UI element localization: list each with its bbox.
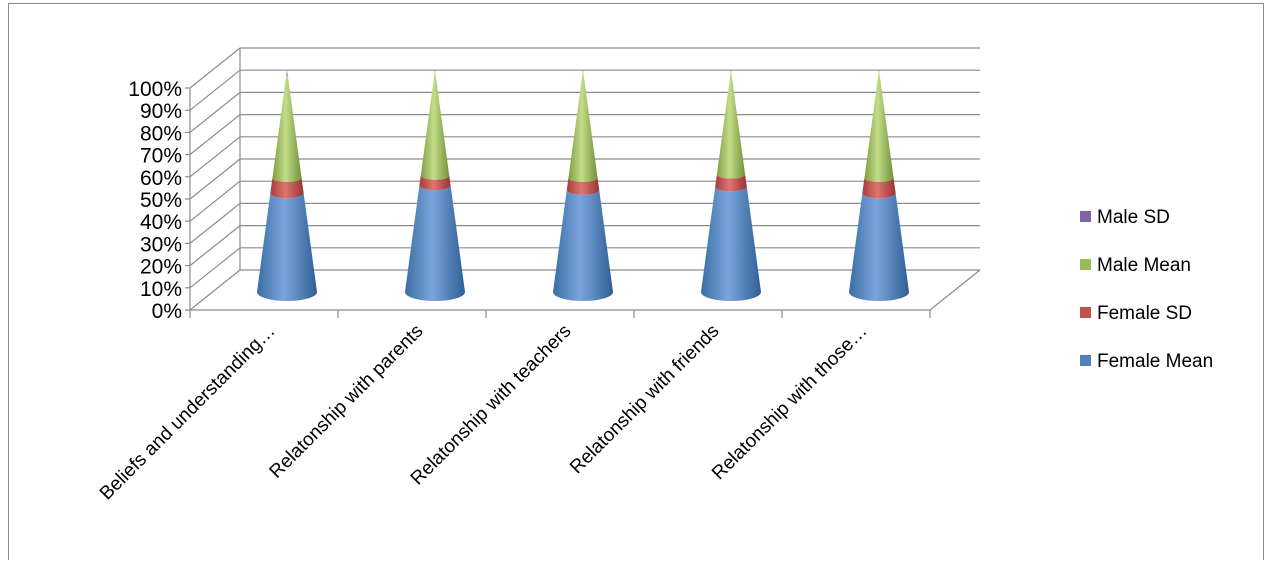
legend-label: Male Mean	[1097, 255, 1191, 276]
cone-segment-female-sd	[419, 175, 451, 191]
gridline-side	[189, 47, 241, 89]
x-category-label: Relatonship with friends	[566, 321, 723, 478]
cone-segment-male-sd	[730, 70, 732, 73]
cone-segment-female-mean	[849, 193, 909, 301]
cone-segment-female-mean	[701, 186, 761, 301]
cone-segment-male-sd	[582, 70, 584, 73]
legend-label: Female Mean	[1097, 351, 1213, 372]
axes	[185, 48, 981, 318]
cone-segment-male-sd	[878, 70, 880, 73]
y-tick-label: 30%	[140, 233, 182, 256]
gridline-side	[189, 180, 241, 222]
y-tick-label: 0%	[152, 300, 182, 323]
legend-swatch	[1080, 259, 1091, 270]
cones	[257, 70, 909, 301]
y-tick-label: 80%	[140, 122, 182, 145]
legend-label: Male SD	[1097, 207, 1170, 228]
chart-area	[8, 3, 1264, 560]
legend-label: Female SD	[1097, 303, 1192, 324]
cone-segment-female-sd	[566, 177, 600, 195]
cone-segment-male-mean	[864, 72, 894, 183]
gridlines	[189, 47, 980, 311]
gridline-side	[189, 269, 241, 311]
legend-swatch	[1080, 355, 1091, 366]
gridline-side	[189, 225, 241, 267]
cone-segment-male-mean	[272, 75, 302, 183]
y-tick-label: 10%	[140, 278, 182, 301]
gridline-side	[189, 136, 241, 178]
x-category-label: Relatonship with those…	[708, 321, 871, 484]
y-tick-label: 100%	[128, 78, 182, 101]
gridline-side	[189, 158, 241, 200]
x-category-label: Relatonship with parents	[266, 321, 428, 483]
legend-swatch	[1080, 307, 1091, 318]
cone-segment-male-mean	[420, 72, 450, 180]
x-category-label: Relatonship with teachers	[407, 321, 576, 490]
cone-segment-male-sd	[286, 70, 288, 76]
x-category-label: Beliefs and understanding…	[96, 321, 280, 505]
y-tick-label: 40%	[140, 211, 182, 234]
cone-segment-male-mean	[716, 72, 746, 179]
y-tick-label: 60%	[140, 167, 182, 190]
legend-swatch	[1080, 211, 1091, 222]
gridline-side	[189, 247, 241, 289]
cone-segment-female-sd	[270, 177, 304, 199]
cone-segment-female-mean	[405, 185, 465, 301]
cone-segment-male-sd	[434, 70, 436, 73]
gridline-side	[189, 69, 241, 111]
cone-segment-female-sd	[715, 174, 747, 192]
gridline-side	[189, 91, 241, 133]
y-tick-label: 90%	[140, 100, 182, 123]
floor-edge	[929, 269, 981, 311]
y-tick-label: 20%	[140, 256, 182, 279]
y-tick-label: 50%	[140, 189, 182, 212]
legend: Male SD Male Mean Female SD Female Mean	[1080, 207, 1213, 372]
gridline-side	[189, 202, 241, 244]
cone-segment-male-mean	[568, 72, 598, 183]
y-tick-label: 70%	[140, 145, 182, 168]
gridline-side	[189, 114, 241, 156]
cone-segment-female-mean	[553, 189, 613, 301]
cone-segment-female-mean	[257, 193, 317, 301]
cone-segment-female-sd	[862, 177, 896, 199]
